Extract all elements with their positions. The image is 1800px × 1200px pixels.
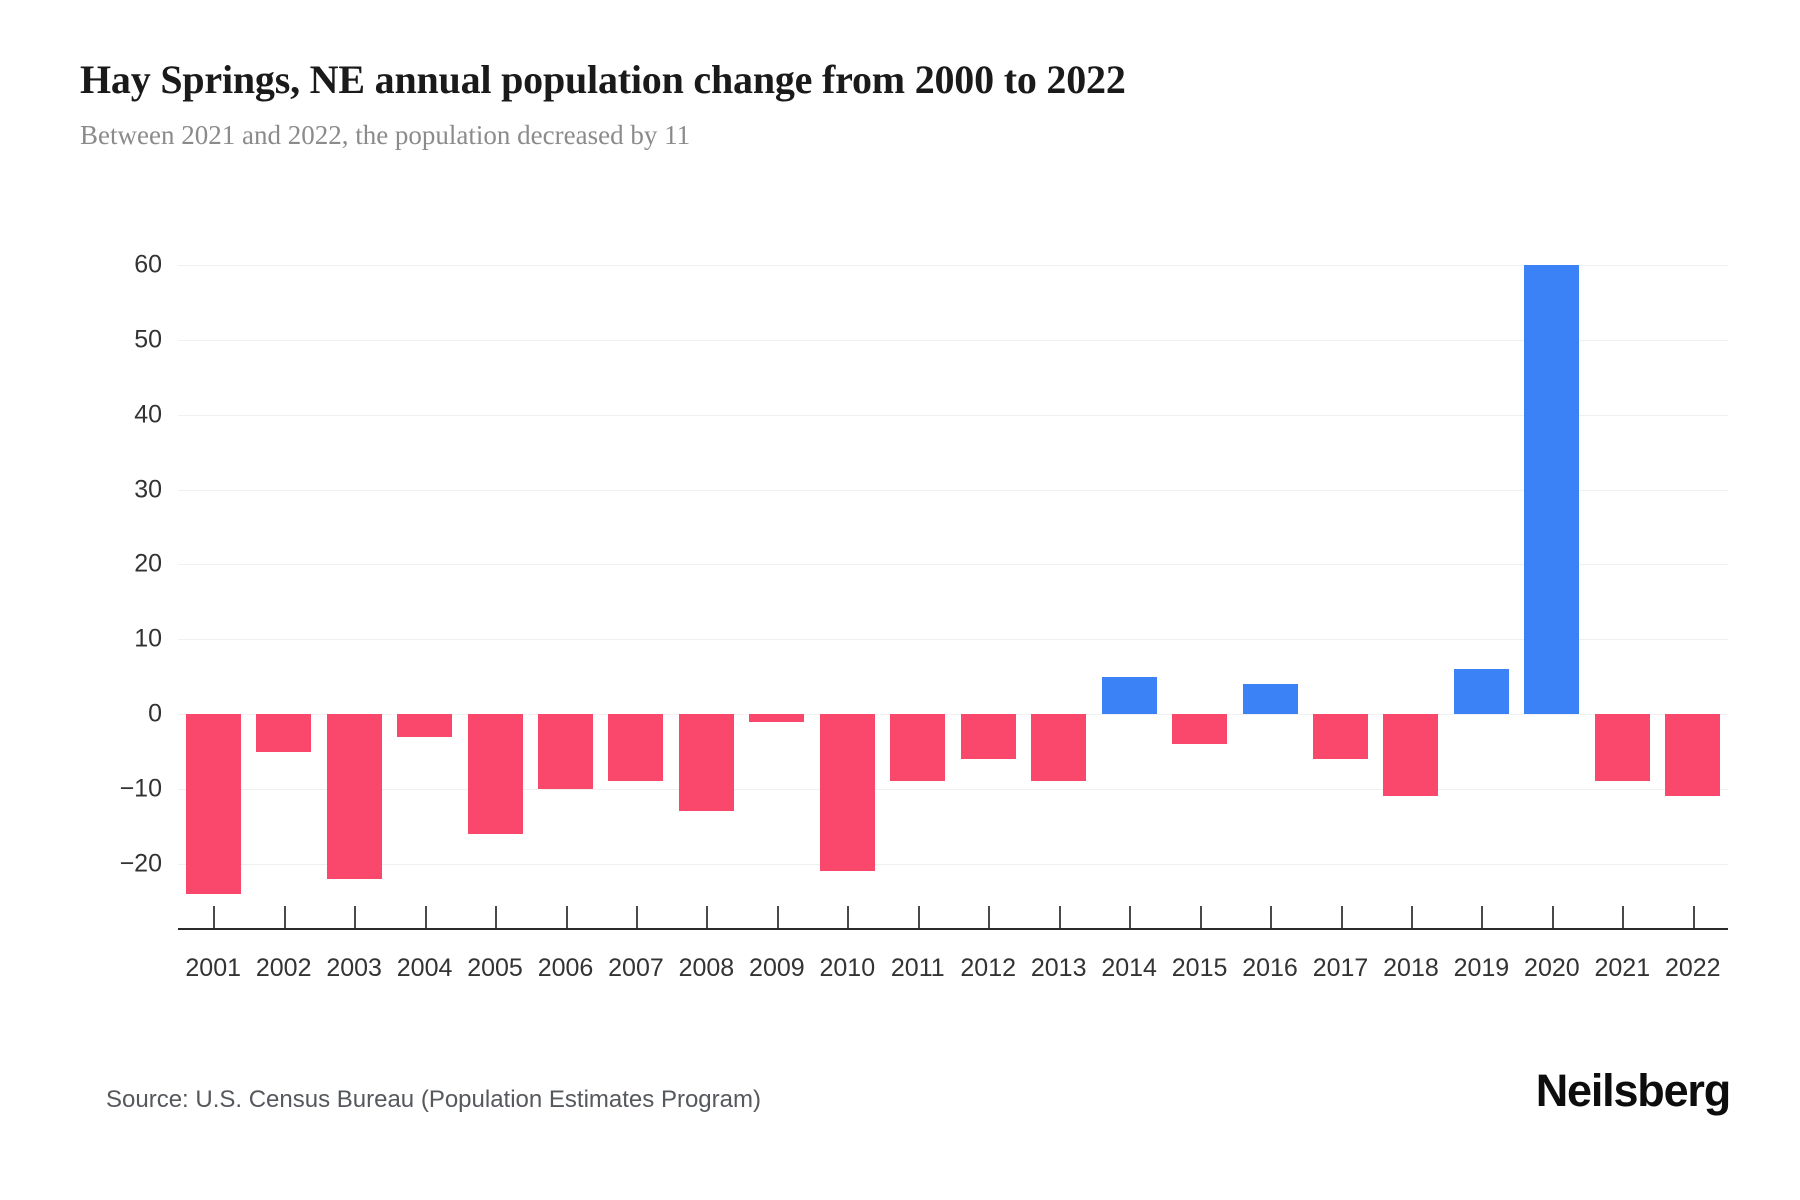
x-axis-tick [1058, 906, 1061, 928]
bar[interactable] [326, 714, 382, 879]
x-axis-tick [706, 906, 709, 928]
bar[interactable] [890, 714, 946, 782]
x-axis-tick [776, 906, 779, 928]
x-axis-tick [1551, 906, 1554, 928]
gridline [178, 414, 1728, 416]
gridline [178, 564, 1728, 566]
x-axis-tick-label: 2022 [1664, 954, 1721, 982]
x-axis-tick-label: 2008 [678, 954, 735, 982]
page-subtitle: Between 2021 and 2022, the population de… [80, 120, 691, 150]
gridline [178, 339, 1728, 341]
x-axis-tick-label: 2014 [1101, 954, 1157, 982]
x-axis-tick-label: 2004 [396, 954, 453, 982]
bar[interactable] [749, 714, 805, 722]
y-axis-tick-label: 40 [134, 400, 162, 429]
gridline [178, 714, 1728, 716]
bar[interactable] [1524, 264, 1580, 715]
bar[interactable] [1242, 684, 1298, 715]
y-axis-tick-label: 10 [134, 624, 162, 653]
y-axis-tick-label: 30 [134, 475, 162, 504]
bar[interactable] [467, 714, 523, 834]
x-axis-tick-label: 2015 [1171, 954, 1228, 982]
x-axis-tick [1481, 906, 1484, 928]
source-note: Source: U.S. Census Bureau (Population E… [106, 1086, 761, 1113]
x-axis-tick-label: 2010 [819, 954, 876, 982]
bar[interactable] [1453, 669, 1509, 715]
page-title: Hay Springs, NE annual population change… [80, 57, 1126, 102]
x-axis-tick-label: 2018 [1383, 954, 1439, 982]
x-axis-tick [424, 906, 427, 928]
y-axis-tick-label: 20 [134, 549, 162, 578]
bar[interactable] [397, 714, 453, 737]
bar[interactable] [960, 714, 1016, 760]
bar[interactable] [678, 714, 734, 812]
x-axis-tick [1692, 906, 1695, 928]
bar[interactable] [1031, 714, 1087, 782]
x-axis-tick [847, 906, 850, 928]
x-axis-tick [354, 906, 357, 928]
x-axis-tick [635, 906, 638, 928]
bar[interactable] [819, 714, 875, 872]
y-axis-tick-label: 0 [148, 699, 162, 728]
y-axis-tick-label: 50 [134, 325, 162, 354]
x-axis-line [178, 928, 1728, 930]
x-axis-tick-label: 2020 [1524, 954, 1580, 982]
bar[interactable] [256, 714, 312, 752]
gridline [178, 788, 1728, 790]
x-axis-tick-label: 2001 [185, 954, 242, 982]
gridline [178, 639, 1728, 641]
bar[interactable] [185, 714, 241, 894]
x-axis-tick [988, 906, 991, 928]
x-axis-tick-label: 2017 [1312, 954, 1369, 982]
x-axis-tick [1410, 906, 1413, 928]
y-axis-tick-label: 60 [134, 250, 162, 279]
plot-area [178, 250, 1728, 905]
x-axis-tick [1340, 906, 1343, 928]
x-axis-tick [1622, 906, 1625, 928]
gridline [178, 863, 1728, 865]
x-axis-tick [1129, 906, 1132, 928]
bar[interactable] [1172, 714, 1228, 745]
x-axis-tick [283, 906, 286, 928]
x-axis-tick-label: 2009 [749, 954, 805, 982]
bar[interactable] [1313, 714, 1368, 760]
bar[interactable] [1383, 714, 1439, 797]
x-axis-tick [1270, 906, 1273, 928]
y-axis-tick-label: −10 [119, 774, 162, 803]
bar[interactable] [608, 714, 664, 782]
bar[interactable] [1594, 714, 1650, 782]
gridline [178, 264, 1728, 266]
x-axis-tick [213, 906, 216, 928]
x-axis-tick-label: 2016 [1242, 954, 1298, 982]
x-axis-tick [917, 906, 920, 928]
x-axis-tick-label: 2011 [890, 954, 945, 982]
x-axis-tick-label: 2012 [960, 954, 1017, 982]
x-axis-tick-label: 2013 [1030, 954, 1087, 982]
bar[interactable] [1665, 714, 1721, 797]
x-axis-tick-label: 2007 [608, 954, 664, 982]
bar[interactable] [1101, 676, 1157, 715]
x-axis-tick-label: 2002 [255, 954, 312, 982]
x-axis-tick-label: 2019 [1453, 954, 1510, 982]
bar[interactable] [538, 714, 593, 789]
brand-logo: Neilsberg [1535, 1065, 1731, 1116]
x-axis-tick-label: 2021 [1594, 954, 1651, 982]
gridline [178, 489, 1728, 491]
x-axis-tick [565, 906, 568, 928]
x-axis-tick-label: 2005 [467, 954, 523, 982]
x-axis-tick [1199, 906, 1202, 928]
bar-series [178, 250, 1728, 905]
y-axis-tick-label: −20 [119, 849, 162, 878]
x-axis-tick-label: 2003 [326, 954, 382, 982]
x-axis-tick [495, 906, 498, 928]
x-axis-tick-label: 2006 [537, 954, 594, 982]
